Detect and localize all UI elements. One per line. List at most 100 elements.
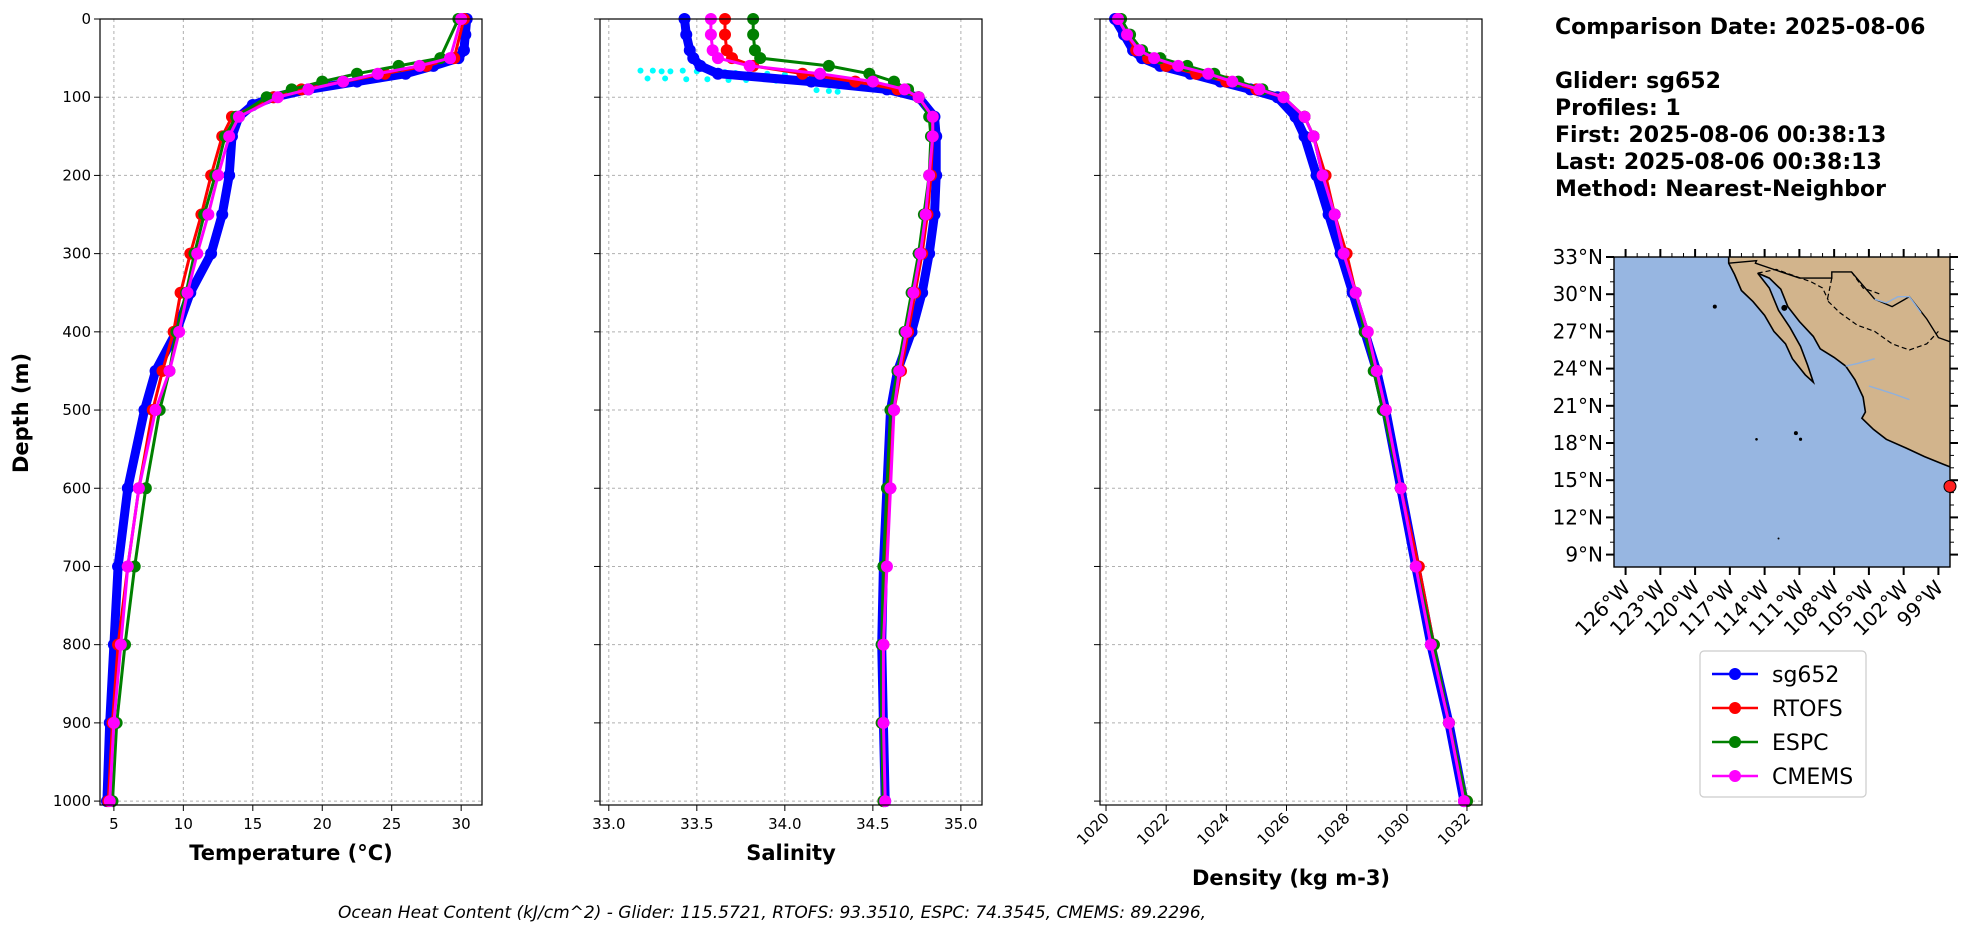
point-CMEMS (907, 286, 920, 299)
map-frame (1613, 256, 1951, 568)
legend-label: RTOFS (1772, 697, 1843, 722)
point-CMEMS (149, 404, 162, 417)
point-CMEMS (173, 325, 186, 338)
point-sg652 (223, 169, 236, 182)
glider-name: Glider: sg652 (1555, 69, 1721, 94)
raw-point (825, 87, 832, 94)
x-axis-label: Salinity (746, 841, 836, 865)
raw-point (637, 67, 644, 74)
x-tick-label: 1024 (1193, 809, 1233, 849)
series-sg652 (1109, 13, 1470, 808)
y-tick-label: 300 (62, 245, 91, 263)
last-time: Last: 2025-08-06 00:38:13 (1555, 150, 1882, 175)
state-border (1826, 277, 1939, 351)
legend-marker (1729, 770, 1741, 782)
point-CMEMS (337, 75, 350, 88)
ohc-text: Ocean Heat Content (kJ/cm^2) - Glider: 1… (338, 903, 1207, 923)
x-tick-label: 5 (109, 815, 119, 833)
point-CMEMS (114, 638, 127, 651)
lat-tick-label: 12°N (1553, 505, 1603, 529)
y-tick-label: 900 (62, 714, 91, 732)
lat-tick-label: 18°N (1553, 431, 1603, 455)
point-CMEMS (912, 91, 925, 104)
y-tick-label: 0 (81, 10, 91, 28)
point-CMEMS (1370, 364, 1383, 377)
method: Method: Nearest-Neighbor (1555, 177, 1886, 202)
x-tick-label: 1022 (1133, 809, 1173, 849)
raw-point (683, 76, 690, 83)
point-CMEMS (1442, 716, 1455, 729)
x-tick-label: 10 (174, 815, 193, 833)
point-CMEMS (926, 130, 939, 143)
glider-location-marker (1943, 479, 1957, 493)
comparison-date: Comparison Date: 2025-08-06 (1555, 15, 1926, 40)
legend-marker (1729, 702, 1741, 714)
point-CMEMS (223, 130, 236, 143)
point-CMEMS (877, 638, 890, 651)
point-CMEMS (181, 286, 194, 299)
x-axis-label: Temperature (°C) (189, 841, 392, 865)
point-CMEMS (884, 482, 897, 495)
y-tick-label: 800 (62, 636, 91, 654)
y-axis-label: Depth (m) (9, 353, 33, 473)
point-CMEMS (919, 208, 932, 221)
point-CMEMS (880, 560, 893, 573)
point-sg652 (680, 28, 693, 41)
raw-point (658, 68, 665, 75)
axes-frame (99, 18, 483, 806)
x-tick-label: 34.5 (856, 815, 889, 833)
lat-tick-label: 27°N (1553, 319, 1603, 343)
point-CMEMS (1424, 638, 1437, 651)
point-CMEMS (814, 67, 827, 80)
legend-marker (1729, 668, 1741, 680)
point-CMEMS (1379, 404, 1392, 417)
y-tick-label: 700 (62, 557, 91, 575)
profiles-count: Profiles: 1 (1555, 96, 1681, 121)
density-panel: 1020 1022 1024 1026 1028 1030 1032 Density (kg … (1073, 13, 1483, 890)
point-CMEMS (191, 247, 204, 260)
raw-point (679, 67, 686, 74)
lat-tick-label: 33°N (1553, 245, 1603, 269)
point-CMEMS (371, 67, 384, 80)
legend-item-sg652: sg652 (1712, 663, 1839, 688)
lat-tick-label: 9°N (1565, 543, 1603, 567)
point-CMEMS (900, 325, 913, 338)
point-CMEMS (132, 482, 145, 495)
point-CMEMS (877, 716, 890, 729)
legend-label: ESPC (1772, 731, 1829, 756)
river (1868, 385, 1910, 401)
raw-point (662, 75, 669, 82)
point-CMEMS (923, 169, 936, 182)
point-CMEMS (893, 364, 906, 377)
point-CMEMS (1316, 169, 1329, 182)
point-sg652 (216, 208, 229, 221)
point-sg652 (805, 75, 818, 88)
raw-point (649, 67, 656, 74)
point-CMEMS (107, 716, 120, 729)
point-CMEMS (1148, 52, 1161, 65)
island (1777, 537, 1780, 540)
island (1755, 437, 1758, 441)
location-map: 33°N30°N27°N24°N21°N18°N15°N12°N9°N126°W… (1553, 245, 1958, 641)
legend-item-RTOFS: RTOFS (1712, 697, 1843, 722)
point-CMEMS (887, 404, 900, 417)
point-CMEMS (1361, 325, 1374, 338)
point-CMEMS (879, 795, 892, 808)
point-sg652 (1298, 130, 1311, 143)
raw-point (667, 68, 674, 75)
land (1712, 257, 1950, 540)
x-tick-label: 33.0 (592, 815, 625, 833)
point-CMEMS (1457, 795, 1470, 808)
grid (1100, 18, 1482, 805)
x-tick-label: 1020 (1073, 809, 1113, 849)
point-CMEMS (1328, 208, 1341, 221)
y-tick-label: 100 (62, 88, 91, 106)
y-tick-label: 1000 (53, 792, 91, 810)
x-tick-label: 20 (313, 815, 332, 833)
point-CMEMS (1337, 247, 1350, 260)
info-panel: Comparison Date: 2025-08-06 Glider: sg65… (1555, 14, 1925, 203)
axes-frame (1099, 18, 1483, 806)
legend-label: CMEMS (1772, 765, 1853, 790)
island (1712, 304, 1717, 309)
